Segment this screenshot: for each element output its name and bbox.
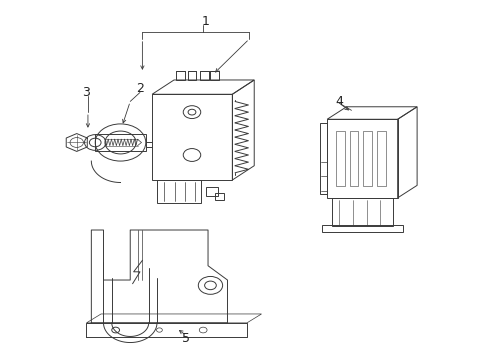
Bar	[176, 71, 185, 80]
Text: 5: 5	[182, 333, 190, 346]
Bar	[349, 131, 358, 186]
Text: 3: 3	[82, 86, 90, 99]
Bar	[205, 187, 217, 196]
Text: 4: 4	[335, 95, 343, 108]
Bar	[319, 123, 326, 194]
Bar	[335, 131, 344, 186]
Bar	[363, 131, 371, 186]
Text: 1: 1	[201, 14, 209, 27]
Bar	[157, 180, 201, 203]
Text: 2: 2	[136, 82, 143, 95]
Bar	[200, 71, 208, 80]
Bar	[215, 193, 224, 200]
Bar	[95, 134, 145, 152]
Bar	[326, 119, 397, 198]
Bar	[331, 198, 392, 226]
Bar	[376, 131, 385, 186]
Bar	[322, 225, 402, 232]
Bar	[187, 71, 196, 80]
Bar	[152, 94, 232, 180]
Bar	[210, 71, 219, 80]
